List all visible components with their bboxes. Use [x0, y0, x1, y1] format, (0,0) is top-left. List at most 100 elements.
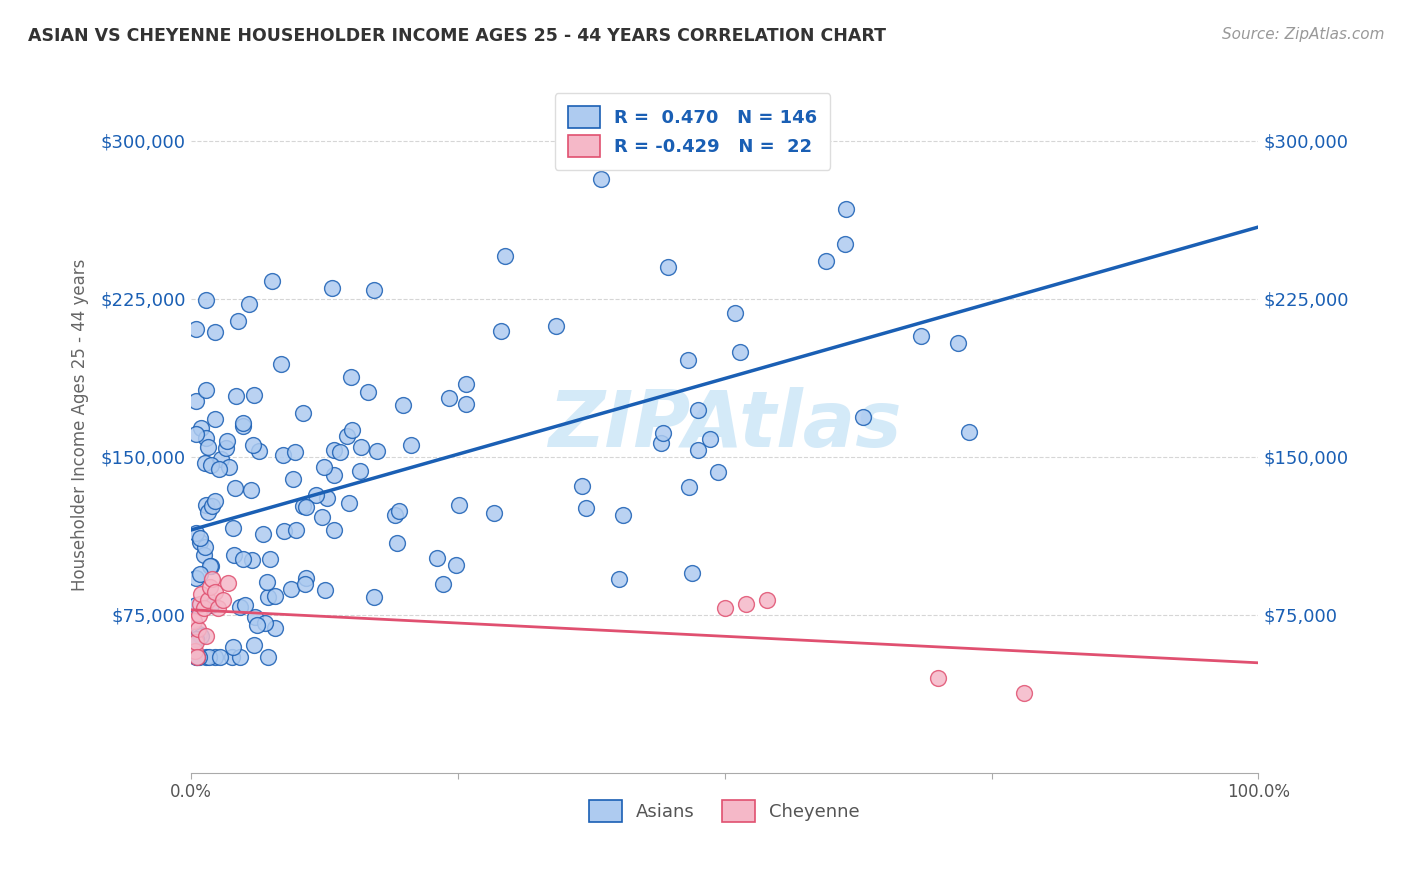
Point	[612, 508, 634, 522]
Y-axis label: Householder Income Ages 25 - 44 years: Householder Income Ages 25 - 44 years	[72, 259, 89, 591]
Point	[814, 253, 837, 268]
Point	[273, 524, 295, 538]
Point	[281, 473, 304, 487]
Point	[1012, 686, 1035, 700]
Point	[197, 505, 219, 519]
Point	[184, 649, 207, 664]
Point	[315, 491, 337, 506]
Point	[678, 480, 700, 494]
Point	[357, 384, 380, 399]
Point	[194, 383, 217, 397]
Point	[225, 389, 247, 403]
Point	[456, 397, 478, 411]
Text: Source: ZipAtlas.com: Source: ZipAtlas.com	[1222, 27, 1385, 42]
Point	[215, 434, 238, 448]
Point	[651, 425, 673, 440]
Point	[292, 406, 315, 420]
Point	[232, 418, 254, 433]
Point	[188, 597, 211, 611]
Point	[190, 629, 212, 643]
Point	[193, 548, 215, 562]
Text: ASIAN VS CHEYENNE HOUSEHOLDER INCOME AGES 25 - 44 YEARS CORRELATION CHART: ASIAN VS CHEYENNE HOUSEHOLDER INCOME AGE…	[28, 27, 886, 45]
Point	[657, 260, 679, 274]
Point	[350, 440, 373, 454]
Point	[229, 599, 252, 614]
Point	[193, 601, 215, 615]
Point	[322, 523, 344, 537]
Point	[238, 297, 260, 311]
Point	[291, 499, 314, 513]
Point	[204, 494, 226, 508]
Point	[259, 552, 281, 566]
Point	[240, 553, 263, 567]
Point	[226, 314, 249, 328]
Point	[204, 584, 226, 599]
Point	[184, 598, 207, 612]
Point	[217, 576, 239, 591]
Point	[707, 465, 730, 479]
Point	[676, 353, 699, 368]
Point	[190, 420, 212, 434]
Point	[195, 499, 218, 513]
Point	[910, 329, 932, 343]
Point	[188, 535, 211, 549]
Point	[401, 438, 423, 452]
Point	[449, 498, 471, 512]
Point	[186, 649, 208, 664]
Point	[349, 464, 371, 478]
Point	[184, 632, 207, 647]
Point	[187, 623, 209, 637]
Point	[494, 249, 516, 263]
Point	[271, 448, 294, 462]
Point	[264, 589, 287, 603]
Point	[607, 572, 630, 586]
Point	[589, 171, 612, 186]
Point	[681, 566, 703, 580]
Point	[735, 597, 758, 611]
Point	[245, 618, 267, 632]
Point	[688, 403, 710, 417]
Point	[322, 443, 344, 458]
Point	[253, 615, 276, 630]
Point	[242, 638, 264, 652]
Point	[426, 550, 449, 565]
Point	[322, 468, 344, 483]
Point	[957, 425, 980, 440]
Point	[294, 577, 316, 591]
Point	[204, 412, 226, 426]
Point	[339, 370, 361, 384]
Point	[204, 326, 226, 340]
Point	[546, 319, 568, 334]
Point	[437, 392, 460, 406]
Point	[232, 416, 254, 430]
Point	[257, 649, 280, 664]
Point	[489, 325, 512, 339]
Point	[252, 526, 274, 541]
Point	[193, 540, 215, 554]
Point	[198, 649, 221, 664]
Point	[222, 521, 245, 535]
Point	[305, 488, 328, 502]
Point	[571, 479, 593, 493]
Point	[208, 462, 231, 476]
Point	[388, 503, 411, 517]
Point	[208, 649, 231, 664]
Point	[294, 571, 316, 585]
Point	[728, 345, 751, 359]
Point	[209, 452, 232, 467]
Point	[650, 435, 672, 450]
Point	[242, 438, 264, 452]
Point	[194, 629, 217, 643]
Point	[197, 440, 219, 454]
Point	[686, 442, 709, 457]
Point	[194, 456, 217, 470]
Point	[224, 481, 246, 495]
Point	[200, 558, 222, 573]
Point	[946, 336, 969, 351]
Point	[311, 510, 333, 524]
Point	[201, 499, 224, 513]
Point	[184, 322, 207, 336]
Point	[329, 445, 352, 459]
Point	[194, 293, 217, 307]
Point	[188, 649, 211, 664]
